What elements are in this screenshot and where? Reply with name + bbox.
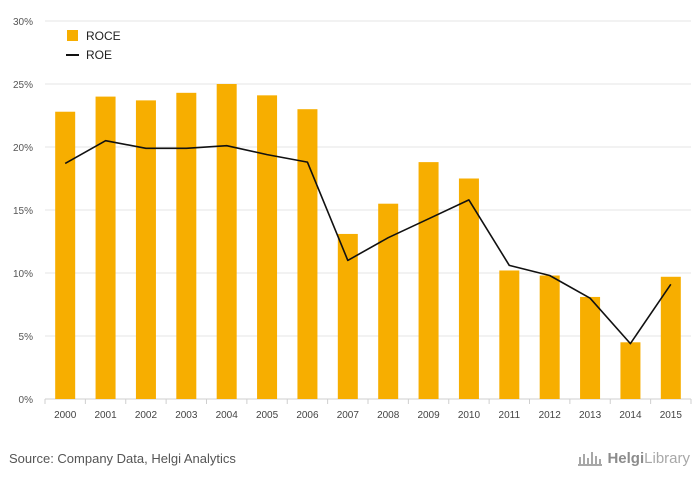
x-tick-label: 2014 — [619, 410, 642, 421]
bar-roce — [95, 96, 116, 399]
x-tick-label: 2003 — [175, 410, 198, 421]
source-note: Source: Company Data, Helgi Analytics — [9, 451, 236, 466]
bar-roce — [216, 84, 237, 399]
y-tick-label: 5% — [19, 332, 34, 343]
x-tick-label: 2008 — [377, 410, 400, 421]
bar-roce — [418, 162, 439, 399]
x-tick-label: 2004 — [216, 410, 239, 421]
y-tick-label: 10% — [13, 269, 33, 280]
helgilibrary-logo: HelgiLibrary — [577, 449, 690, 467]
x-tick-label: 2000 — [54, 410, 77, 421]
x-tick-label: 2005 — [256, 410, 279, 421]
brand-name-light: Library — [644, 449, 690, 467]
y-tick-label: 20% — [13, 143, 33, 154]
x-tick-label: 2006 — [296, 410, 319, 421]
bar-roce — [135, 100, 156, 399]
x-tick-label: 2015 — [660, 410, 683, 421]
bar-roce — [499, 270, 520, 399]
bar-roce — [378, 203, 399, 399]
y-tick-label: 30% — [13, 17, 33, 28]
x-tick-label: 2012 — [539, 410, 562, 421]
legend-label-roce: ROCE — [86, 29, 121, 43]
bar-roce — [620, 342, 641, 399]
y-tick-label: 15% — [13, 206, 33, 217]
bar-roce — [297, 109, 318, 399]
x-tick-label: 2010 — [458, 410, 481, 421]
x-tick-label: 2009 — [417, 410, 440, 421]
x-tick-label: 2001 — [94, 410, 117, 421]
legend-swatch-roce — [67, 30, 78, 41]
bar-roce — [176, 92, 197, 399]
x-tick-label: 2002 — [135, 410, 158, 421]
bar-roce — [660, 276, 681, 399]
x-tick-label: 2007 — [337, 410, 360, 421]
bar-roce — [458, 178, 479, 399]
bar-roce — [337, 233, 358, 399]
line-roe — [64, 139, 672, 345]
bar-roce — [257, 95, 278, 399]
bar-roce — [539, 275, 560, 399]
x-tick-label: 2011 — [499, 410, 521, 421]
x-tick-label: 2013 — [579, 410, 602, 421]
bar-roce — [55, 111, 76, 399]
library-building-icon — [578, 452, 603, 466]
y-tick-label: 0% — [19, 395, 34, 406]
legend-label-roe: ROE — [86, 48, 112, 62]
brand-name-strong: Helgi — [607, 449, 645, 467]
y-tick-label: 25% — [13, 80, 33, 91]
bar-roce — [580, 296, 601, 399]
